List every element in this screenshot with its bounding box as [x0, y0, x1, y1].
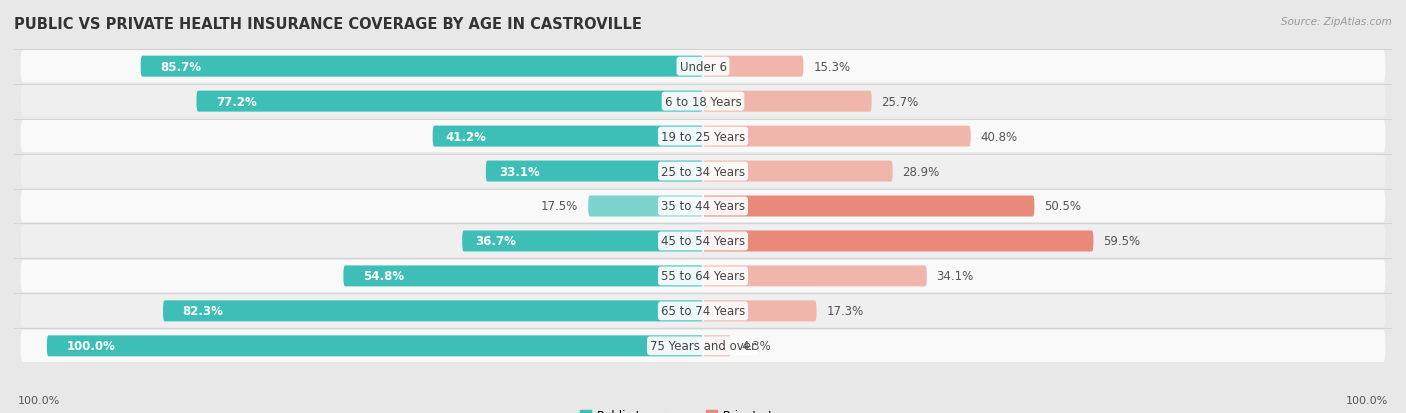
FancyBboxPatch shape: [588, 196, 703, 217]
Text: 35 to 44 Years: 35 to 44 Years: [661, 200, 745, 213]
Text: 77.2%: 77.2%: [217, 95, 257, 108]
Text: 41.2%: 41.2%: [446, 130, 486, 143]
Text: 59.5%: 59.5%: [1104, 235, 1140, 248]
Legend: Public Insurance, Private Insurance: Public Insurance, Private Insurance: [575, 404, 831, 413]
FancyBboxPatch shape: [163, 301, 703, 322]
Text: 100.0%: 100.0%: [18, 395, 60, 405]
FancyBboxPatch shape: [21, 121, 1385, 153]
FancyBboxPatch shape: [703, 126, 970, 147]
Text: 100.0%: 100.0%: [1346, 395, 1388, 405]
FancyBboxPatch shape: [21, 260, 1385, 292]
FancyBboxPatch shape: [463, 231, 703, 252]
FancyBboxPatch shape: [486, 161, 703, 182]
FancyBboxPatch shape: [703, 91, 872, 112]
Text: 33.1%: 33.1%: [499, 165, 540, 178]
Text: 4.3%: 4.3%: [741, 339, 770, 352]
FancyBboxPatch shape: [703, 161, 893, 182]
FancyBboxPatch shape: [21, 86, 1385, 118]
FancyBboxPatch shape: [21, 156, 1385, 188]
Text: 85.7%: 85.7%: [160, 61, 201, 74]
FancyBboxPatch shape: [703, 196, 1035, 217]
Text: 25 to 34 Years: 25 to 34 Years: [661, 165, 745, 178]
Text: 36.7%: 36.7%: [475, 235, 516, 248]
Text: Source: ZipAtlas.com: Source: ZipAtlas.com: [1281, 17, 1392, 26]
FancyBboxPatch shape: [433, 126, 703, 147]
Text: 54.8%: 54.8%: [363, 270, 405, 283]
FancyBboxPatch shape: [141, 57, 703, 78]
FancyBboxPatch shape: [703, 301, 817, 322]
FancyBboxPatch shape: [703, 231, 1094, 252]
FancyBboxPatch shape: [21, 190, 1385, 223]
FancyBboxPatch shape: [703, 266, 927, 287]
Text: 17.5%: 17.5%: [541, 200, 578, 213]
Text: 100.0%: 100.0%: [66, 339, 115, 352]
Text: 19 to 25 Years: 19 to 25 Years: [661, 130, 745, 143]
FancyBboxPatch shape: [703, 335, 731, 356]
Text: 82.3%: 82.3%: [183, 305, 224, 318]
Text: Under 6: Under 6: [679, 61, 727, 74]
FancyBboxPatch shape: [703, 57, 803, 78]
Text: 6 to 18 Years: 6 to 18 Years: [665, 95, 741, 108]
Text: 34.1%: 34.1%: [936, 270, 974, 283]
Text: 40.8%: 40.8%: [980, 130, 1018, 143]
Text: 15.3%: 15.3%: [813, 61, 851, 74]
Text: 75 Years and over: 75 Years and over: [650, 339, 756, 352]
Text: 45 to 54 Years: 45 to 54 Years: [661, 235, 745, 248]
Text: 25.7%: 25.7%: [882, 95, 918, 108]
Text: PUBLIC VS PRIVATE HEALTH INSURANCE COVERAGE BY AGE IN CASTROVILLE: PUBLIC VS PRIVATE HEALTH INSURANCE COVER…: [14, 17, 643, 31]
FancyBboxPatch shape: [21, 295, 1385, 327]
FancyBboxPatch shape: [21, 330, 1385, 362]
Text: 55 to 64 Years: 55 to 64 Years: [661, 270, 745, 283]
FancyBboxPatch shape: [46, 335, 703, 356]
FancyBboxPatch shape: [197, 91, 703, 112]
FancyBboxPatch shape: [343, 266, 703, 287]
FancyBboxPatch shape: [21, 51, 1385, 83]
FancyBboxPatch shape: [21, 225, 1385, 257]
Text: 17.3%: 17.3%: [827, 305, 863, 318]
Text: 65 to 74 Years: 65 to 74 Years: [661, 305, 745, 318]
Text: 50.5%: 50.5%: [1045, 200, 1081, 213]
Text: 28.9%: 28.9%: [903, 165, 939, 178]
